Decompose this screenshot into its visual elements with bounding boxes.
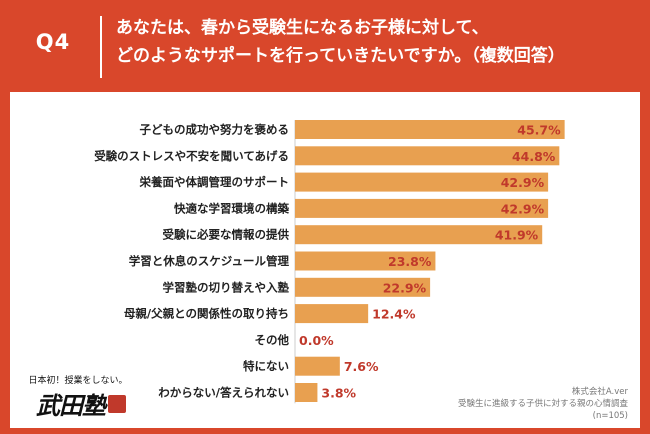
category-label: 特にない bbox=[243, 359, 289, 373]
category-label: わからない/答えられない bbox=[158, 386, 289, 400]
value-label: 42.9% bbox=[501, 201, 545, 216]
bar bbox=[295, 251, 436, 271]
value-label: 45.7% bbox=[517, 123, 561, 138]
bar bbox=[295, 277, 431, 297]
bar bbox=[295, 146, 560, 166]
bar bbox=[295, 225, 543, 245]
header: Q4 あなたは、春から受験生になるお子様に対して、 どのようなサポートを行ってい… bbox=[0, 0, 650, 92]
value-label: 42.9% bbox=[501, 175, 545, 190]
question-line-2: どのようなサポートを行っていきたいですか。（複数回答） bbox=[116, 46, 565, 66]
value-label: 12.4% bbox=[372, 307, 416, 322]
source-survey: 受験生に進級する子供に対する親の心情調査 bbox=[457, 399, 628, 409]
header-divider bbox=[100, 16, 102, 78]
value-label: 41.9% bbox=[495, 228, 539, 243]
source-company: 株式会社A.ver bbox=[571, 387, 628, 397]
takeda-juku-logo: 日本初！授業をしない。 武田塾 bbox=[22, 373, 134, 423]
question-text: あなたは、春から受験生になるお子様に対して、 どのようなサポートを行っていきたい… bbox=[116, 14, 636, 70]
bar bbox=[295, 383, 318, 402]
value-label: 22.9% bbox=[383, 280, 427, 295]
source-sample-size: (n=105) bbox=[592, 411, 628, 421]
category-label: 快適な学習環境の構築 bbox=[173, 201, 289, 215]
value-label: 7.6% bbox=[344, 359, 379, 374]
category-label: 学習塾の切り替えや入塾 bbox=[163, 280, 290, 294]
bar bbox=[295, 120, 565, 139]
category-label: 子どもの成功や努力を褒める bbox=[140, 123, 290, 137]
bar bbox=[295, 304, 369, 324]
question-line-1: あなたは、春から受験生になるお子様に対して、 bbox=[116, 18, 489, 38]
bar bbox=[295, 198, 549, 218]
category-label: 受験に必要な情報の提供 bbox=[163, 228, 290, 242]
category-label: 母親/父親との関係性の取り持ち bbox=[124, 307, 289, 321]
source-note: 株式会社A.ver 受験生に進級する子供に対する親の心情調査 (n=105) bbox=[458, 386, 628, 422]
bar bbox=[295, 356, 340, 376]
category-label: 受験のストレスや不安を聞いてあげる bbox=[94, 149, 289, 163]
bar bbox=[295, 172, 549, 192]
question-number: Q4 bbox=[35, 30, 71, 54]
logo-mark: 武田塾 bbox=[36, 391, 106, 420]
category-label: その他 bbox=[255, 333, 290, 347]
logo-caption: 日本初！授業をしない。 bbox=[28, 376, 128, 386]
category-label: 学習と休息のスケジュール管理 bbox=[129, 254, 290, 268]
value-label: 3.8% bbox=[321, 386, 356, 401]
value-label: 23.8% bbox=[388, 254, 432, 269]
value-label: 0.0% bbox=[299, 333, 334, 348]
category-label: 栄養面や体調管理のサポート bbox=[139, 175, 290, 189]
logo-stamp-icon bbox=[108, 395, 126, 413]
value-label: 44.8% bbox=[512, 149, 556, 164]
